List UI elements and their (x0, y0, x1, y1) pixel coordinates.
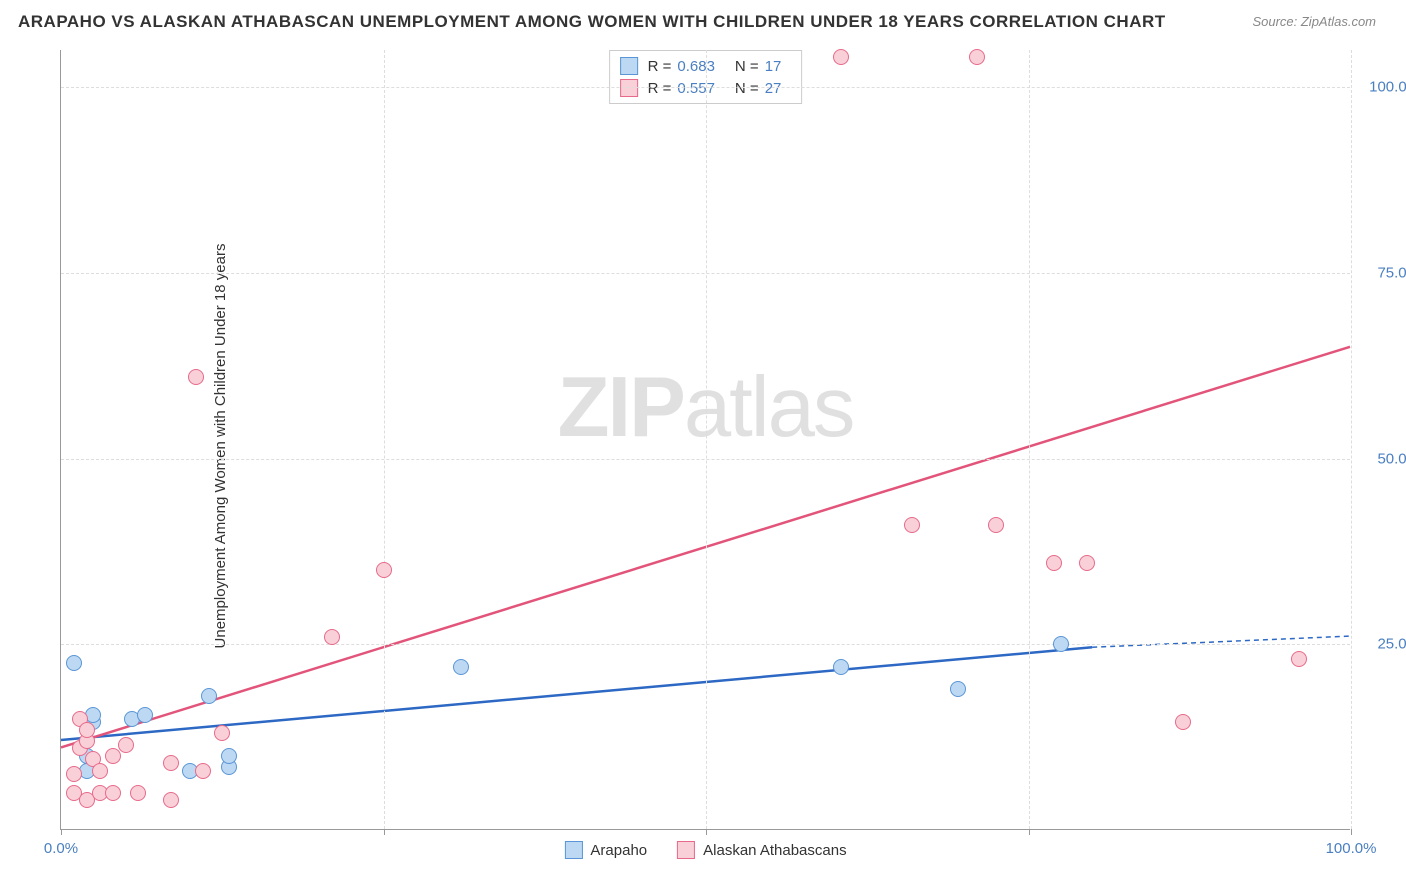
scatter-point (214, 725, 230, 741)
r-value: 0.683 (677, 58, 715, 75)
legend-item: Arapaho (564, 841, 647, 859)
x-tick-label: 100.0% (1326, 840, 1377, 857)
scatter-point (195, 763, 211, 779)
scatter-point (1046, 555, 1062, 571)
scatter-point (163, 792, 179, 808)
x-tick (384, 829, 385, 835)
scatter-point (833, 49, 849, 65)
scatter-point (130, 785, 146, 801)
scatter-point (324, 629, 340, 645)
y-tick-label: 25.0% (1377, 636, 1406, 653)
scatter-point (950, 681, 966, 697)
legend-bottom: Arapaho Alaskan Athabascans (564, 841, 846, 859)
plot-area: ZIPatlas R =0.683N =17R =0.557N =27 Arap… (60, 50, 1350, 830)
scatter-point (66, 655, 82, 671)
legend-label: Arapaho (590, 842, 647, 859)
gridline-v (1351, 50, 1352, 829)
scatter-point (969, 49, 985, 65)
scatter-point (105, 785, 121, 801)
x-tick (1029, 829, 1030, 835)
scatter-point (988, 517, 1004, 533)
y-tick-label: 100.0% (1369, 79, 1406, 96)
r-label: R = (648, 58, 672, 75)
x-tick (1351, 829, 1352, 835)
legend-item: Alaskan Athabascans (677, 841, 846, 859)
scatter-point (1053, 636, 1069, 652)
scatter-point (66, 766, 82, 782)
chart-title: ARAPAHO VS ALASKAN ATHABASCAN UNEMPLOYME… (18, 12, 1166, 32)
scatter-point (221, 748, 237, 764)
scatter-point (137, 707, 153, 723)
legend-swatch (620, 57, 638, 75)
legend-swatch (564, 841, 582, 859)
n-value: 17 (765, 58, 782, 75)
chart-container: ARAPAHO VS ALASKAN ATHABASCAN UNEMPLOYME… (0, 0, 1406, 892)
scatter-point (79, 722, 95, 738)
gridline-v (1029, 50, 1030, 829)
legend-swatch (677, 841, 695, 859)
trend-line-dashed (1092, 636, 1350, 647)
x-tick (706, 829, 707, 835)
source-attribution: Source: ZipAtlas.com (1252, 14, 1376, 29)
scatter-point (1291, 651, 1307, 667)
x-tick-label: 0.0% (44, 840, 78, 857)
scatter-point (92, 763, 108, 779)
scatter-point (833, 659, 849, 675)
gridline-v (706, 50, 707, 829)
legend-label: Alaskan Athabascans (703, 842, 846, 859)
scatter-point (105, 748, 121, 764)
scatter-point (453, 659, 469, 675)
scatter-point (1175, 714, 1191, 730)
y-tick-label: 50.0% (1377, 450, 1406, 467)
n-label: N = (735, 58, 759, 75)
scatter-point (201, 688, 217, 704)
scatter-point (163, 755, 179, 771)
x-tick (61, 829, 62, 835)
scatter-point (376, 562, 392, 578)
scatter-point (904, 517, 920, 533)
scatter-point (118, 737, 134, 753)
y-tick-label: 75.0% (1377, 264, 1406, 281)
scatter-point (1079, 555, 1095, 571)
gridline-v (384, 50, 385, 829)
scatter-point (188, 369, 204, 385)
